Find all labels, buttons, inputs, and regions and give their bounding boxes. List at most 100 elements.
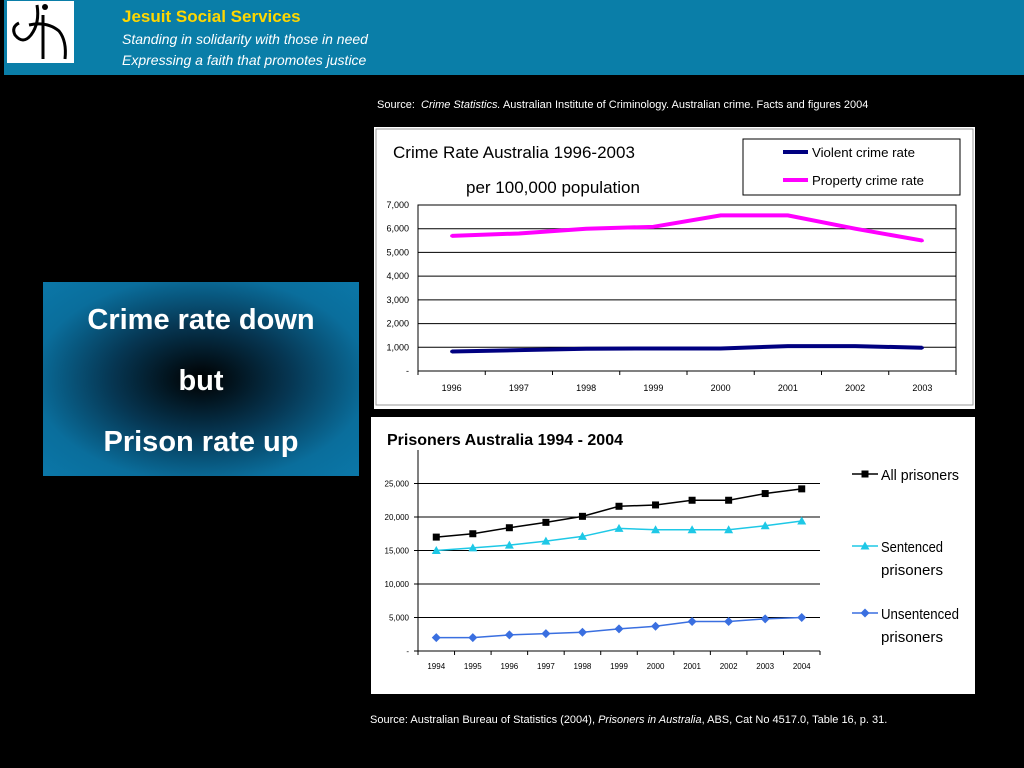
tagline-2: Expressing a faith that promotes justice (122, 52, 367, 68)
data-point-2 (797, 516, 807, 525)
legend-label-2: Sentenced prisoners (881, 539, 943, 579)
data-point-1 (761, 490, 769, 498)
data-point-1 (688, 496, 696, 504)
prisoners-chart-panel: Prisoners Australia 1994 - 2004 - 5,000 10,… (371, 417, 975, 694)
crime-rate-chart: Crime Rate Australia 1996-2003 per 100,00… (375, 128, 974, 406)
data-point-3 (504, 630, 514, 640)
x-tick-label: 1999 (643, 383, 663, 393)
header-banner: Jesuit Social Services Standing in solid… (4, 0, 1024, 75)
data-point-2 (760, 521, 770, 530)
chart-border (375, 128, 974, 406)
x-tick-label: 2000 (711, 383, 731, 393)
y-tick-label: 1,000 (386, 342, 409, 352)
data-point-3 (687, 617, 697, 627)
jss-logo-icon (7, 1, 74, 63)
data-point-3 (577, 627, 587, 637)
y-tick-label: 6,000 (386, 224, 409, 234)
legend-label-3: Unsentenced prisoners (881, 606, 959, 646)
x-tick-label: 1997 (509, 383, 529, 393)
data-point-1 (584, 347, 588, 351)
x-tick-label: 1996 (500, 662, 518, 671)
legend-label-2: Property crime rate (812, 173, 924, 188)
source-top-rest: Australian Institute of Criminology. Aus… (502, 99, 869, 111)
callout-line-1: Crime rate down (87, 304, 315, 336)
source-top-title: Crime Statistics. (421, 99, 501, 111)
data-point-2 (541, 536, 551, 545)
x-tick-label: 1998 (576, 383, 596, 393)
x-tick-label: 2004 (793, 662, 811, 671)
source-top-prefix: Source: (377, 99, 415, 111)
series-line-1 (451, 344, 923, 354)
data-point-2 (577, 531, 587, 540)
data-point-2 (651, 225, 655, 229)
tagline-1: Standing in solidarity with those in nee… (122, 31, 368, 47)
data-point-1 (798, 485, 806, 493)
data-point-1 (652, 501, 660, 509)
data-point-2 (920, 239, 924, 243)
y-tick-label: 15,000 (385, 547, 410, 556)
data-point-1 (853, 344, 857, 348)
data-point-3 (797, 613, 807, 622)
x-tick-label: 2002 (845, 383, 865, 393)
data-point-1 (578, 512, 586, 520)
y-tick-label: 5,000 (386, 247, 409, 257)
data-point-3 (468, 633, 478, 643)
data-point-2 (614, 523, 624, 532)
y-tick-label: 4,000 (386, 271, 409, 281)
data-point-2 (517, 231, 521, 235)
legend-marker-1 (861, 470, 869, 478)
data-point-1 (517, 348, 521, 352)
x-tick-label: 2003 (756, 662, 774, 671)
data-point-1 (542, 518, 550, 526)
y-tick-label: 10,000 (385, 580, 410, 589)
legend-label-1: Violent crime rate (812, 145, 915, 160)
y-tick-label: 20,000 (385, 513, 410, 522)
source-bottom: Source: Australian Bureau of Statistics … (370, 714, 887, 726)
source-top: Source: Crime Statistics. Australian Ins… (377, 99, 868, 111)
y-tick-label: 2,000 (386, 319, 409, 329)
chart-title: Prisoners Australia 1994 - 2004 (387, 432, 623, 449)
x-tick-label: 1994 (427, 662, 445, 671)
data-point-1 (725, 496, 733, 504)
data-point-3 (541, 629, 551, 639)
data-point-1 (505, 524, 513, 532)
x-tick-label: 2002 (720, 662, 738, 671)
chart-subtitle: per 100,000 population (466, 178, 640, 197)
data-point-2 (786, 213, 790, 217)
y-tick-label: 7,000 (386, 200, 409, 210)
y-tick-label: - (406, 366, 409, 376)
data-point-2 (724, 525, 734, 534)
data-point-1 (450, 350, 454, 354)
source-bottom-prefix: Source: Australian Bureau of Statistics … (370, 714, 596, 726)
callout-line-2: but (178, 365, 224, 397)
data-point-1 (719, 346, 723, 350)
data-point-2 (504, 540, 514, 549)
series-line-2 (451, 213, 923, 243)
data-point-2 (687, 525, 697, 534)
data-point-3 (724, 617, 734, 627)
data-point-3 (760, 614, 770, 624)
y-tick-label: - (406, 647, 409, 656)
data-point-1 (786, 344, 790, 348)
y-tick-label: 3,000 (386, 295, 409, 305)
data-point-2 (651, 525, 661, 534)
data-point-2 (719, 213, 723, 217)
org-name: Jesuit Social Services (122, 7, 301, 26)
source-bottom-rest: , ABS, Cat No 4517.0, Table 16, p. 31. (701, 714, 888, 726)
x-tick-label: 2001 (778, 383, 798, 393)
data-point-3 (614, 624, 624, 634)
y-tick-label: 25,000 (385, 480, 410, 489)
data-point-3 (431, 633, 441, 643)
legend-box (742, 138, 961, 196)
data-point-2 (450, 234, 454, 238)
legend-marker-2 (860, 541, 870, 550)
legend-label-1: All prisoners (881, 467, 959, 484)
crime-rate-chart-panel: Crime Rate Australia 1996-2003 per 100,00… (374, 127, 975, 409)
data-point-2 (584, 227, 588, 231)
x-tick-label: 1998 (574, 662, 592, 671)
source-bottom-title: Prisoners in Australia (598, 714, 702, 726)
data-point-3 (651, 621, 661, 631)
x-tick-label: 2001 (683, 662, 701, 671)
x-tick-label: 2003 (912, 383, 932, 393)
data-point-1 (615, 502, 623, 510)
